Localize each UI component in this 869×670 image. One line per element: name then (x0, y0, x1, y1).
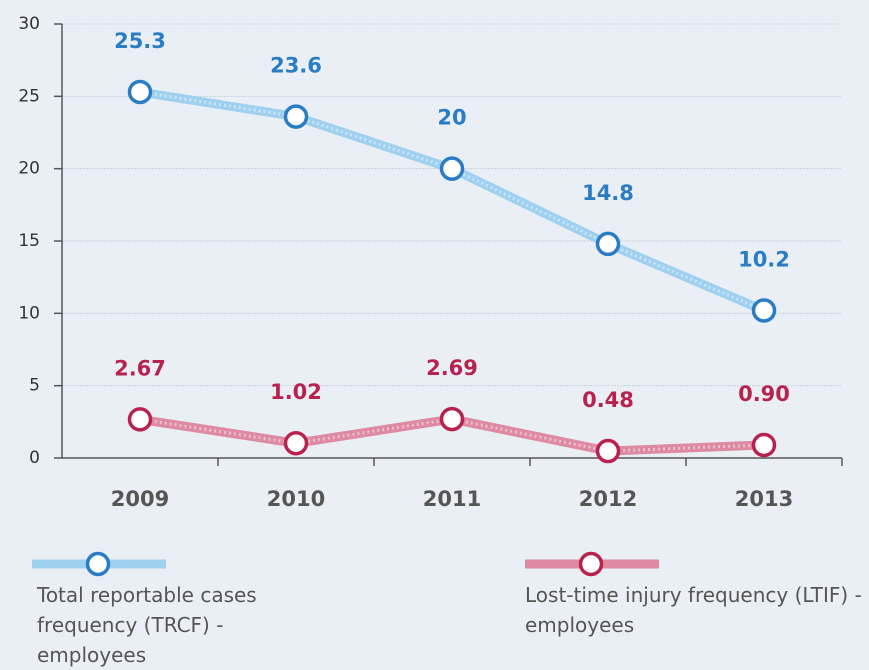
x-tick-label: 2011 (423, 487, 481, 511)
point (751, 298, 777, 323)
value-label: 2.69 (426, 356, 478, 380)
point (283, 430, 309, 456)
value-label: 0.90 (738, 382, 790, 406)
point (283, 104, 309, 129)
x-tick-label: 2013 (735, 487, 793, 511)
value-label: 20 (437, 106, 466, 130)
value-label: 23.6 (270, 54, 322, 78)
point (127, 407, 153, 432)
x-tick-label: 2010 (267, 487, 325, 511)
point (751, 432, 777, 458)
y-tick-label: 0 (29, 448, 40, 468)
page: {"chart_data": {"type": "line", "categor… (18, 14, 862, 667)
point (127, 79, 153, 105)
value-label: 1.02 (270, 380, 322, 404)
legend-label: Lost-time injury frequency (LTIF) - empl… (525, 583, 862, 637)
y-tick-label: 15 (18, 231, 40, 251)
value-label: 25.3 (114, 29, 166, 53)
x-tick-label: 2009 (111, 487, 169, 511)
y-tick-label: 5 (29, 376, 40, 396)
series-line-texture (139, 90, 765, 312)
value-label: 0.48 (582, 388, 634, 412)
value-label: 14.8 (582, 181, 634, 205)
point (595, 231, 621, 257)
y-tick-label: 25 (18, 86, 40, 106)
point (439, 406, 465, 432)
legend-marker (578, 551, 604, 577)
chart: 0 5 10 15 20 25 30 2009 2010 2011 2012 2013 25.3 23.6… (18, 14, 843, 577)
legend-label: Total reportable cases frequency (TRCF) … (37, 583, 257, 667)
y-tick-label: 10 (18, 303, 40, 323)
y-tick-label: 20 (18, 159, 40, 179)
value-label: 2.67 (114, 356, 166, 380)
legend-marker (85, 551, 111, 577)
value-label: 10.2 (738, 247, 790, 271)
x-tick-label: 2012 (579, 487, 637, 511)
y-tick-label: 30 (18, 14, 40, 34)
point (439, 156, 465, 181)
point (595, 438, 621, 464)
